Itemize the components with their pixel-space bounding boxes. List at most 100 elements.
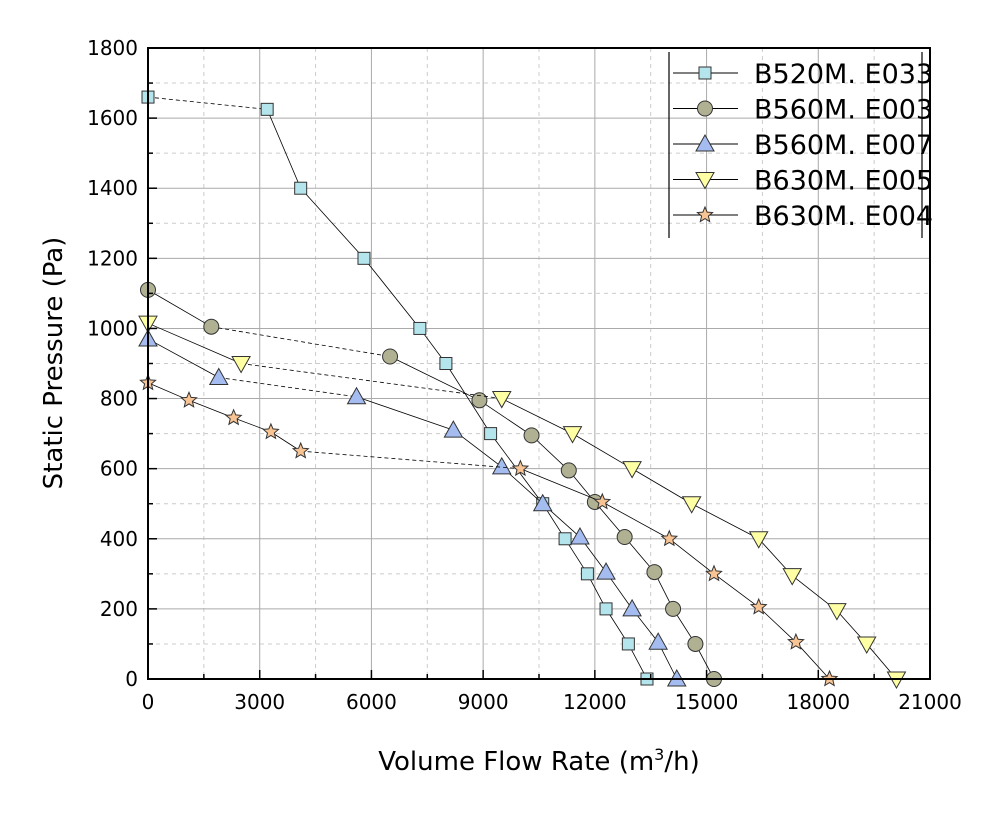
legend-item: B560M. E007 <box>673 130 933 161</box>
data-point <box>646 564 663 581</box>
data-point <box>413 321 427 335</box>
data-point <box>593 492 612 510</box>
legend-marker-triangle-up-icon <box>695 133 715 152</box>
series-B630M.E005 <box>138 315 907 690</box>
series-line-segment <box>270 431 301 452</box>
legend-marker-square-icon <box>698 66 712 80</box>
series-line-segment <box>356 396 454 431</box>
series-line-segment <box>520 468 603 503</box>
data-point <box>558 532 572 546</box>
data-point <box>260 102 274 116</box>
x-tick-label: 18000 <box>786 690 850 714</box>
series-B630M.E004 <box>139 373 839 687</box>
series-line-segment <box>241 363 502 399</box>
series-line-segment <box>147 289 212 328</box>
data-point <box>443 420 464 438</box>
legend-label: B560M. E003 <box>754 95 933 126</box>
series-line-segment <box>363 258 421 329</box>
legend: B520M. E033 B560M. E003 B560M. E007 B630M. … <box>668 52 933 238</box>
data-point <box>570 527 590 545</box>
series-line-segment <box>445 363 491 434</box>
y-tick-label: 400 <box>100 527 138 551</box>
series-line-segment <box>631 468 692 505</box>
x-axis-label: Volume Flow Rate (m3/h) <box>378 745 700 777</box>
series-layer <box>138 90 907 690</box>
legend-marker-circle-icon <box>697 100 713 117</box>
data-point <box>599 602 613 616</box>
series-line-segment <box>602 501 670 540</box>
data-point <box>622 598 642 617</box>
y-tick-label: 800 <box>100 387 138 411</box>
data-point <box>621 637 635 651</box>
x-tick-label: 3000 <box>234 690 285 714</box>
data-point <box>523 427 540 444</box>
data-point <box>491 391 512 409</box>
y-tick-label: 200 <box>100 597 138 621</box>
data-point <box>439 357 453 370</box>
series-line-segment <box>479 399 532 436</box>
x-tick-label: 6000 <box>346 690 397 714</box>
data-point <box>782 568 803 586</box>
data-point <box>294 181 308 195</box>
data-point <box>511 459 530 477</box>
data-point <box>346 386 367 405</box>
data-point <box>665 600 682 617</box>
legend-item: B560M. E003 <box>673 95 933 126</box>
series-line-segment <box>531 435 570 471</box>
legend-item: B630M. E005 <box>673 166 933 197</box>
series-line-segment <box>147 338 219 378</box>
legend-label: B520M. E033 <box>754 59 933 90</box>
y-tick-label: 1200 <box>87 246 138 270</box>
data-point <box>491 456 512 475</box>
data-point <box>262 422 280 440</box>
series-line-segment <box>389 356 480 401</box>
series-B560M.E007 <box>138 328 687 687</box>
series-line-segment <box>147 322 242 364</box>
legend-item: B630M. E004 <box>673 201 933 232</box>
series-line-segment <box>300 450 521 470</box>
x-tick-label: 21000 <box>898 690 962 714</box>
data-point <box>532 493 553 512</box>
y-tick-label: 0 <box>125 667 138 691</box>
x-tick-label: 15000 <box>675 690 739 714</box>
data-point <box>705 564 723 582</box>
x-tick-label: 0 <box>142 690 155 714</box>
data-point <box>580 567 594 581</box>
series-line-segment <box>147 96 268 110</box>
series-line-segment <box>669 538 715 575</box>
y-tick-label: 600 <box>100 457 138 481</box>
legend-label: B560M. E007 <box>754 130 933 161</box>
series-B520M.E033 <box>141 90 654 686</box>
data-point <box>681 496 702 514</box>
data-point <box>616 529 633 546</box>
data-point <box>471 392 488 409</box>
data-point <box>291 441 310 459</box>
data-point <box>687 635 704 652</box>
series-line-segment <box>795 641 830 680</box>
data-point <box>827 603 847 621</box>
legend-label: B630M. E004 <box>754 201 933 232</box>
x-axis-label-sup: 3 <box>654 745 664 764</box>
series-line-segment <box>218 377 357 398</box>
data-point <box>748 531 769 549</box>
series-line-segment <box>266 109 302 189</box>
data-point <box>560 462 577 479</box>
series-line-segment <box>572 433 633 470</box>
x-tick-label: 9000 <box>458 690 509 714</box>
data-point <box>622 461 642 479</box>
series-line-segment <box>691 503 759 540</box>
data-point <box>224 408 243 426</box>
series-line-segment <box>300 187 365 259</box>
data-point <box>856 636 877 654</box>
data-point <box>382 348 399 365</box>
data-point <box>562 426 583 444</box>
series-line-segment <box>713 573 759 608</box>
data-point <box>787 632 805 650</box>
y-tick-label: 1000 <box>87 316 138 340</box>
data-point <box>484 427 498 441</box>
y-tick-label: 1600 <box>87 106 138 130</box>
y-tick-label: 1800 <box>87 36 138 60</box>
y-axis-label: Static Pressure (Pa) <box>39 237 69 490</box>
data-point <box>231 356 251 374</box>
legend-marker-star-icon <box>696 205 714 223</box>
